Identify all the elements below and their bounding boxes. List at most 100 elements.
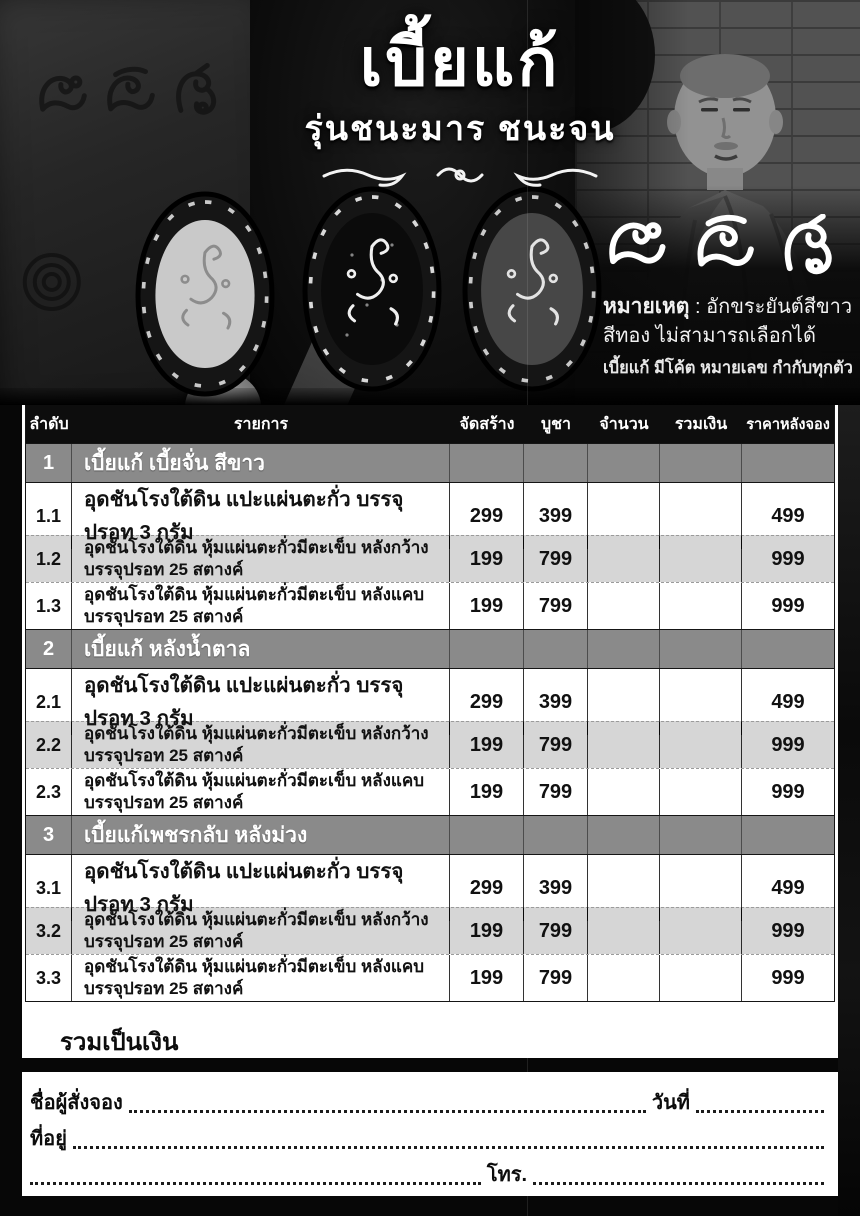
made-count-cell: 199 xyxy=(450,908,524,954)
item-row: 2.1 อุดชันโรงใต้ดิน แปะแผ่นตะกั่ว บรรจุปร… xyxy=(26,669,834,735)
section-empty-cell xyxy=(450,816,524,854)
item-row: 1.3 อุดชันโรงใต้ดิน หุ้มแผ่นตะกั่วมีตะเข็… xyxy=(26,582,834,629)
late-price-cell: 499 xyxy=(771,876,805,899)
date-label: วันที่ xyxy=(651,1092,690,1114)
late-price-cell: 999 xyxy=(771,594,805,617)
section-empty-cell xyxy=(742,816,834,854)
amount-input-cell[interactable] xyxy=(660,536,742,582)
section-title-cell: เบี้ยแก้ หลังน้ำตาล xyxy=(72,630,450,668)
right-margin-texture xyxy=(838,405,860,1216)
price-cell: 799 xyxy=(524,536,588,582)
address-input-line[interactable] xyxy=(72,1145,824,1149)
title-block: เบี้ยแก้ รุ่นชนะมาร ชนะจน xyxy=(240,27,680,189)
amount-input-cell[interactable] xyxy=(660,722,742,768)
section-no-cell: 1 xyxy=(26,444,72,482)
price-cell: 799 xyxy=(524,955,588,1001)
qty-input-cell[interactable] xyxy=(588,483,660,549)
section-empty-cell xyxy=(450,444,524,482)
date-input-line[interactable] xyxy=(696,1109,824,1113)
col-header-qty: จำนวน xyxy=(599,415,649,433)
item-row: 1.1 อุดชันโรงใต้ดิน แปะแผ่นตะกั่ว บรรจุปร… xyxy=(26,483,834,549)
item-desc-cell: อุดชันโรงใต้ดิน แปะแผ่นตะกั่ว บรรจุปรอท … xyxy=(72,669,450,735)
col-header-price: บูชา xyxy=(541,415,571,433)
item-row: 3.1 อุดชันโรงใต้ดิน แปะแผ่นตะกั่ว บรรจุปร… xyxy=(26,855,834,921)
late-price-cell: 999 xyxy=(771,547,805,570)
name-input-line[interactable] xyxy=(128,1109,646,1113)
item-desc-line1: อุดชันโรงใต้ดิน หุ้มแผ่นตะกั่วมีตะเข็บ ห… xyxy=(84,957,425,977)
col-header-late-price: ราคาหลังจอง xyxy=(746,416,830,433)
qty-input-cell[interactable] xyxy=(588,583,660,629)
made-count-cell: 199 xyxy=(450,955,524,1001)
section-row: 2 เบี้ยแก้ หลังน้ำตาล xyxy=(26,629,834,669)
note-line-1-text: : อักขระยันต์สีขาว xyxy=(695,296,853,318)
qty-input-cell[interactable] xyxy=(588,855,660,921)
col-header-made: จัดสร้าง xyxy=(459,415,515,433)
item-desc-line1: อุดชันโรงใต้ดิน หุ้มแผ่นตะกั่วมีตะเข็บ ห… xyxy=(84,724,429,744)
table-header-row: ลำดับ รายการ จัดสร้าง บูชา จำนวน รวมเงิน… xyxy=(26,405,834,443)
made-count-cell: 299 xyxy=(450,483,524,549)
section-empty-cell xyxy=(524,816,588,854)
qty-input-cell[interactable] xyxy=(588,769,660,815)
price-cell: 399 xyxy=(524,669,588,735)
amount-input-cell[interactable] xyxy=(660,855,742,921)
section-empty-cell xyxy=(450,630,524,668)
khom-glyph-2 xyxy=(697,214,754,267)
amount-input-cell[interactable] xyxy=(660,955,742,1001)
note-label: หมายเหตุ xyxy=(603,295,690,318)
late-price-cell: 999 xyxy=(771,780,805,803)
note-line-2: สีทอง ไม่สามารถเลือกได้ xyxy=(603,324,816,347)
late-price-cell: 499 xyxy=(771,504,805,527)
name-label: ชื่อผู้สั่งจอง xyxy=(30,1092,123,1114)
section-empty-cell xyxy=(660,630,742,668)
section-empty-cell xyxy=(660,444,742,482)
amount-input-cell[interactable] xyxy=(660,908,742,954)
section-title-cell: เบี้ยแก้ เบี้ยจั่น สีขาว xyxy=(72,444,450,482)
address-input-line-2[interactable] xyxy=(30,1181,481,1185)
price-cell: 399 xyxy=(524,483,588,549)
qty-input-cell[interactable] xyxy=(588,908,660,954)
price-cell: 799 xyxy=(524,722,588,768)
section-empty-cell xyxy=(588,816,660,854)
amulet-eggs-photo xyxy=(115,182,615,405)
amount-input-cell[interactable] xyxy=(660,483,742,549)
col-header-item: รายการ xyxy=(233,415,289,433)
item-desc-line2: บรรจุปรอท 25 สตางค์ xyxy=(84,792,244,812)
amount-input-cell[interactable] xyxy=(660,583,742,629)
item-desc-line1: อุดชันโรงใต้ดิน แปะแผ่นตะกั่ว บรรจุปรอท … xyxy=(84,860,404,916)
phone-input-line[interactable] xyxy=(533,1181,824,1185)
section-empty-cell xyxy=(588,444,660,482)
qty-input-cell[interactable] xyxy=(588,722,660,768)
item-no-cell: 2.1 xyxy=(26,669,72,735)
item-no-cell: 3.3 xyxy=(26,955,72,1001)
item-row: 2.2 อุดชันโรงใต้ดิน หุ้มแผ่นตะกั่วมีตะเข็… xyxy=(26,721,834,768)
late-price-cell: 499 xyxy=(771,690,805,713)
amount-input-cell[interactable] xyxy=(660,769,742,815)
embossed-khom-glyphs xyxy=(39,62,217,115)
section-title-cell: เบี้ยแก้เพชรกลับ หลังม่วง xyxy=(72,816,450,854)
item-desc-cell: อุดชันโรงใต้ดิน แปะแผ่นตะกั่ว บรรจุปรอท … xyxy=(72,855,450,921)
item-desc-line1: อุดชันโรงใต้ดิน หุ้มแผ่นตะกั่วมีตะเข็บ ห… xyxy=(84,771,425,791)
amount-input-cell[interactable] xyxy=(660,669,742,735)
item-desc-line1: อุดชันโรงใต้ดิน หุ้มแผ่นตะกั่วมีตะเข็บ ห… xyxy=(84,585,425,605)
made-count-cell: 299 xyxy=(450,669,524,735)
item-desc-line1: อุดชันโรงใต้ดิน แปะแผ่นตะกั่ว บรรจุปรอท … xyxy=(84,674,404,730)
price-cell: 399 xyxy=(524,855,588,921)
stamped-tablet-photo xyxy=(0,0,294,405)
item-no-cell: 2.3 xyxy=(26,769,72,815)
item-desc-line2: บรรจุปรอท 25 สตางค์ xyxy=(84,606,244,626)
qty-input-cell[interactable] xyxy=(588,955,660,1001)
item-desc-line2: บรรจุปรอท 25 สตางค์ xyxy=(84,931,244,951)
order-table-box: ลำดับ รายการ จัดสร้าง บูชา จำนวน รวมเงิน… xyxy=(22,405,838,1058)
spiral-stamp xyxy=(22,252,81,311)
item-desc-line1: อุดชันโรงใต้ดิน หุ้มแผ่นตะกั่วมีตะเข็บ ห… xyxy=(84,538,429,558)
qty-input-cell[interactable] xyxy=(588,669,660,735)
order-table: ลำดับ รายการ จัดสร้าง บูชา จำนวน รวมเงิน… xyxy=(25,405,835,1002)
section-empty-cell xyxy=(524,444,588,482)
late-price-cell: 999 xyxy=(771,919,805,942)
item-desc-cell: อุดชันโรงใต้ดิน หุ้มแผ่นตะกั่วมีตะเข็บ ห… xyxy=(72,583,450,629)
item-desc-line2: บรรจุปรอท 25 สตางค์ xyxy=(84,745,244,765)
item-desc-cell: อุดชันโรงใต้ดิน หุ้มแผ่นตะกั่วมีตะเข็บ ห… xyxy=(72,955,450,1001)
qty-input-cell[interactable] xyxy=(588,536,660,582)
section-empty-cell xyxy=(524,630,588,668)
